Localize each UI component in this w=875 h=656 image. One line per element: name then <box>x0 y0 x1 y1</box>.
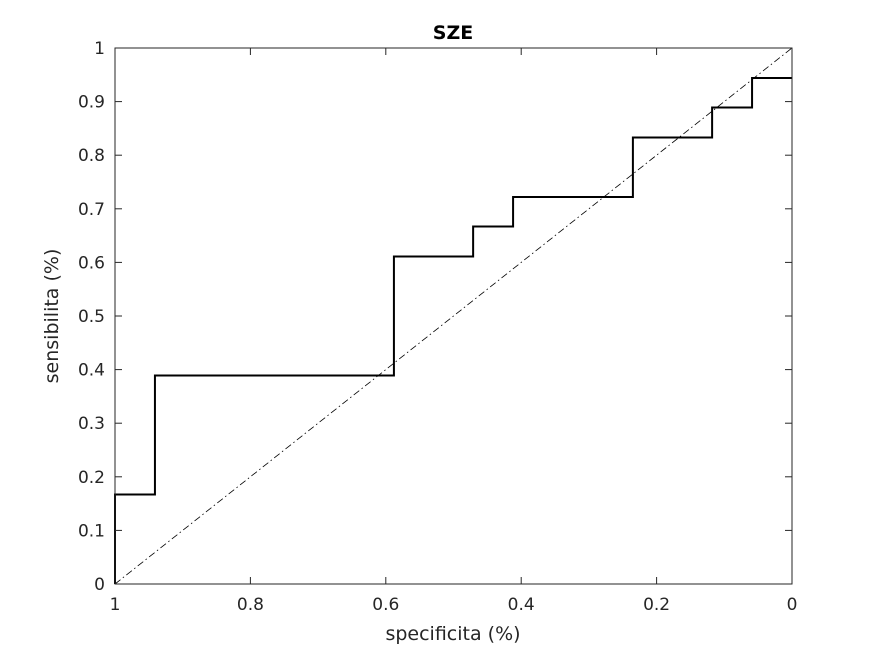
x-tick-label: 0.8 <box>237 595 264 615</box>
y-tick-label: 0 <box>94 575 105 595</box>
series-layer <box>114 47 793 585</box>
reference-diagonal-line <box>114 47 793 585</box>
x-axis-label: specificita (%) <box>385 623 520 645</box>
axes-box <box>114 47 793 585</box>
y-tick-label: 0.2 <box>78 468 105 488</box>
y-tick-label: 0.8 <box>78 146 105 166</box>
x-tick-label: 0 <box>787 595 798 615</box>
x-tick-label: 1 <box>110 595 121 615</box>
y-tick-label: 0.3 <box>78 414 105 434</box>
y-tick-label: 1 <box>94 39 105 59</box>
x-tick-label: 0.4 <box>508 595 535 615</box>
y-tick-label: 0.7 <box>78 200 105 220</box>
x-tick-label: 0.6 <box>372 595 399 615</box>
chart-title: SZE <box>433 22 473 44</box>
y-tick-label: 0.9 <box>78 93 105 113</box>
x-tick-label: 0.2 <box>643 595 670 615</box>
roc-curve-line <box>114 77 792 584</box>
y-axis-label: sensibilita (%) <box>41 249 63 384</box>
tick-labels: 1 0.8 0.6 0.4 0.2 0 0 0.1 0.2 0.3 0.4 0.5 0.6 0.7 0.8 0… <box>78 39 797 615</box>
y-tick-label: 0.4 <box>78 361 105 381</box>
y-tick-label: 0.1 <box>78 521 105 541</box>
y-tick-label: 0.6 <box>78 253 105 273</box>
y-tick-label: 0.5 <box>78 307 105 327</box>
